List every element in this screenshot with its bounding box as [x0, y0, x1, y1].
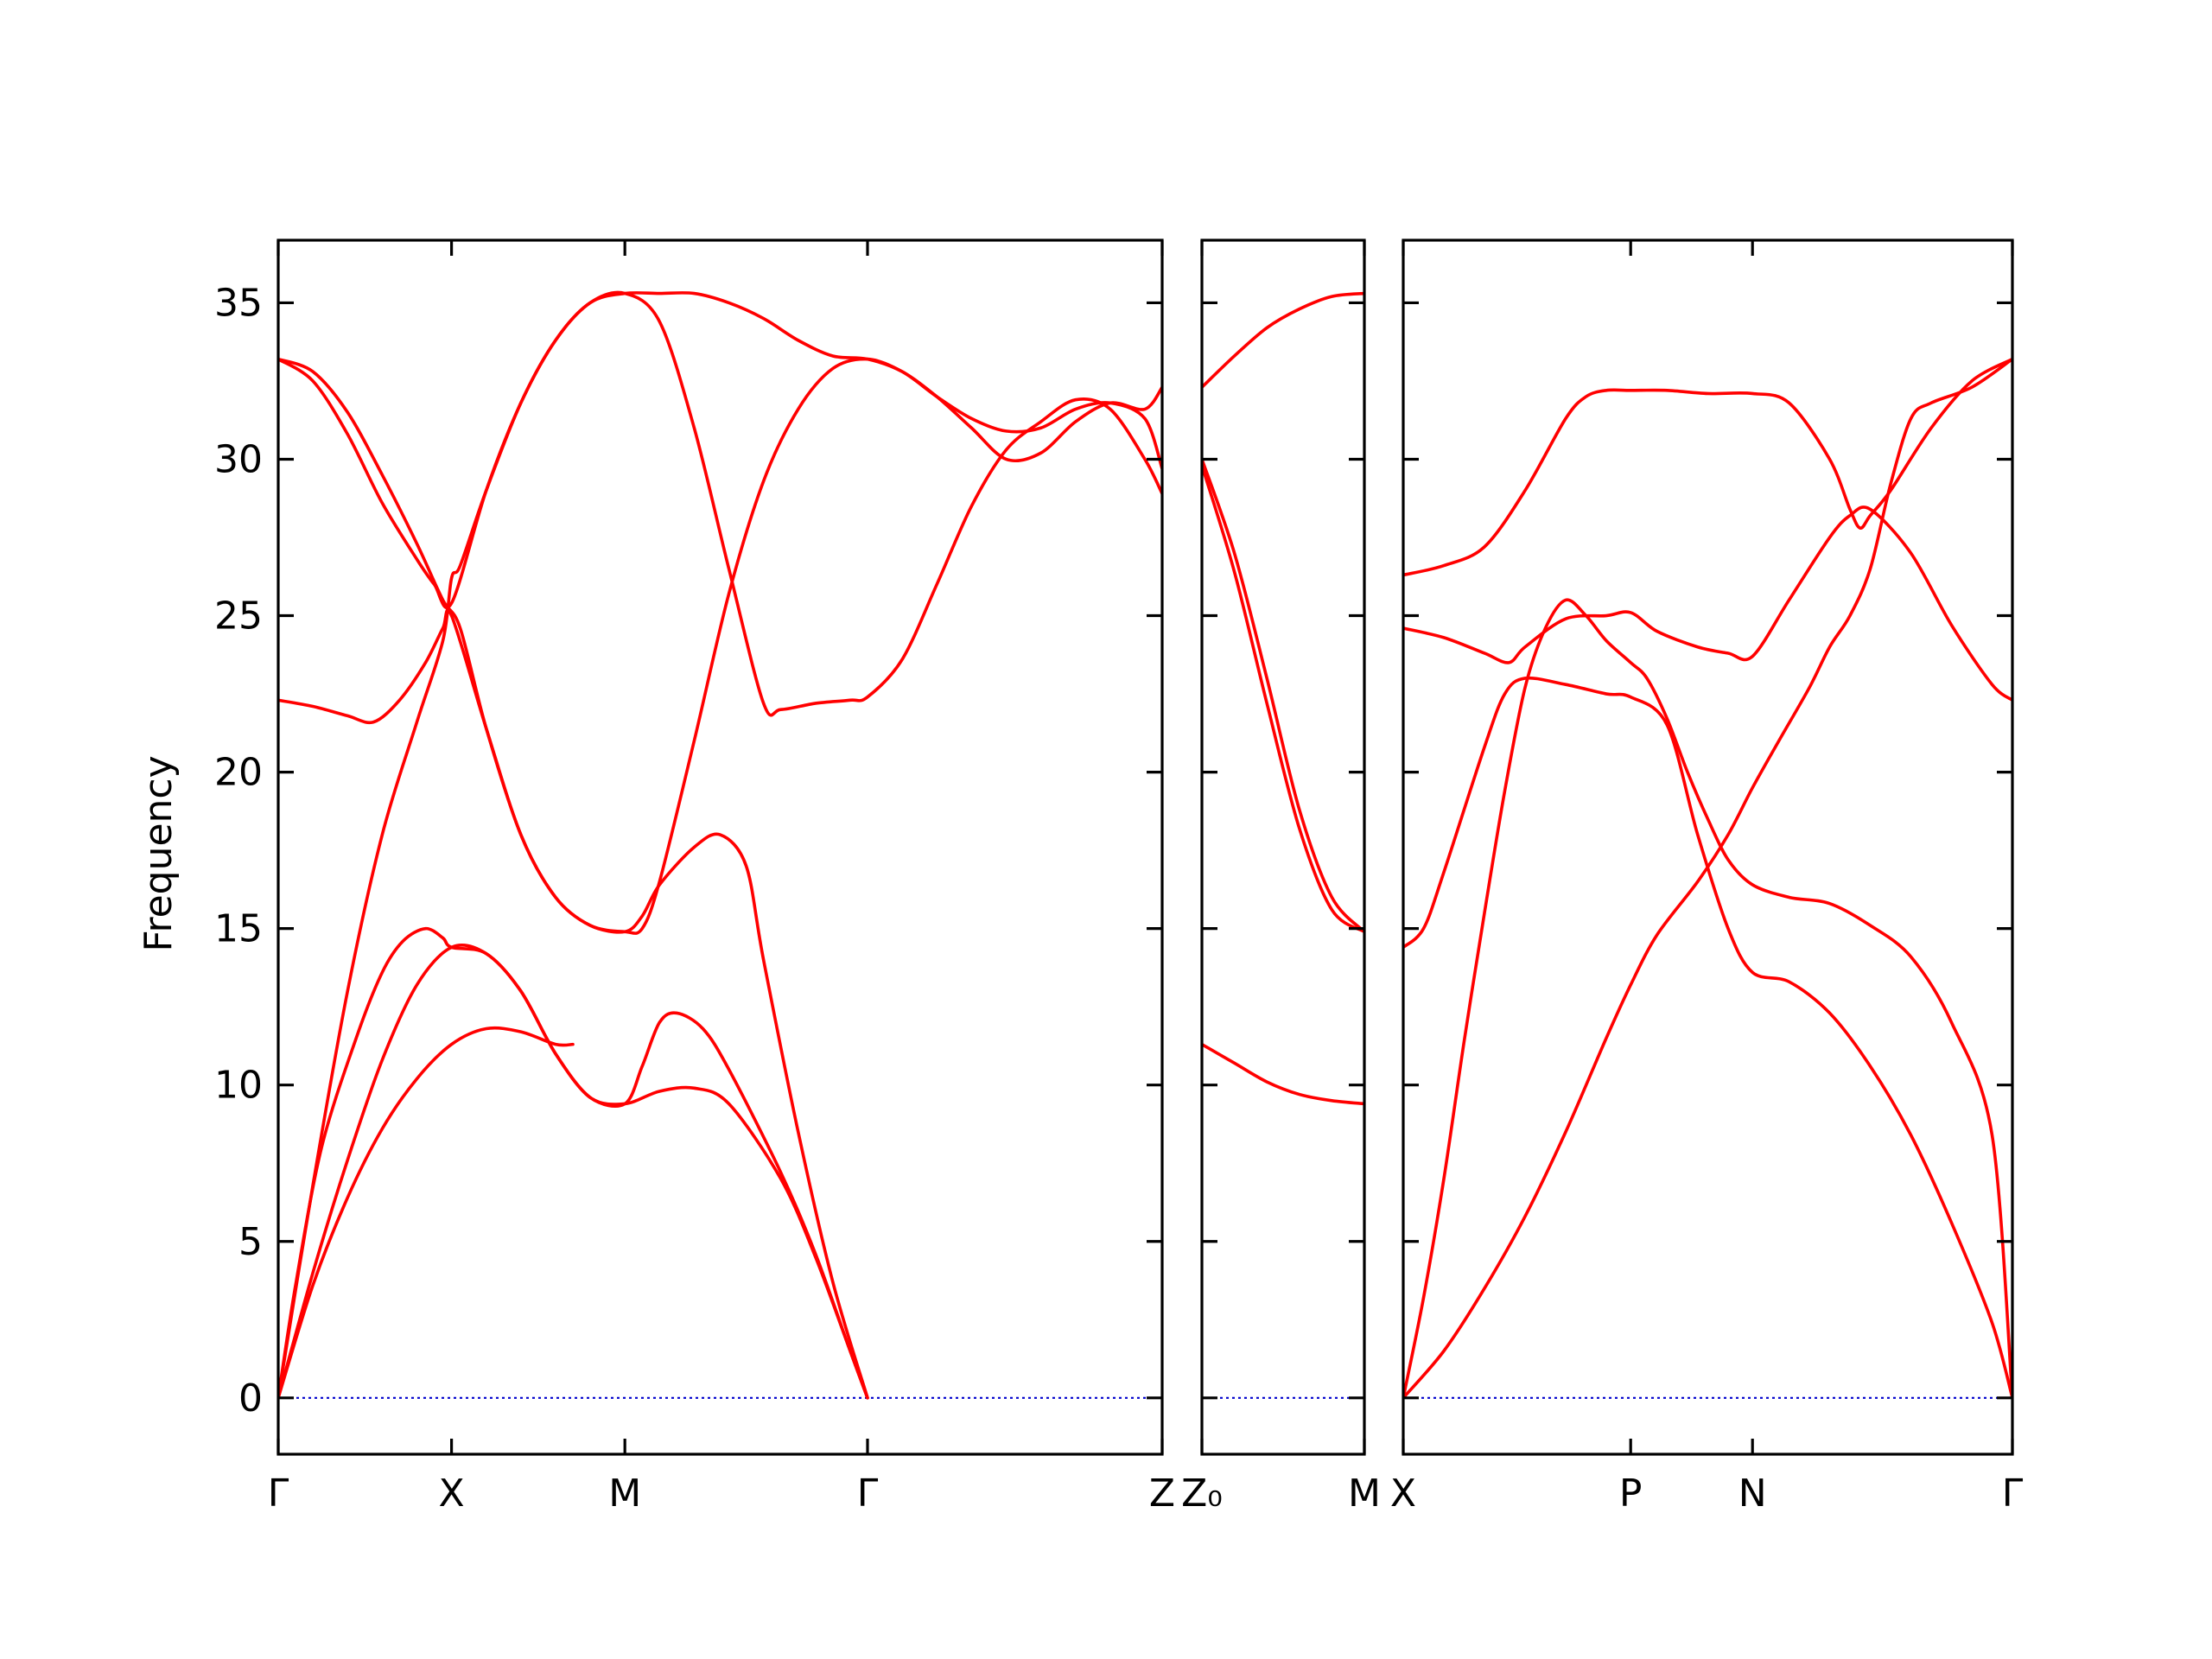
x-tick-label: X [1390, 1471, 1416, 1516]
band-line-3 [1202, 457, 1364, 934]
band-line-2 [1202, 463, 1364, 934]
band-line-4 [1403, 357, 2012, 1400]
band-line-1 [278, 926, 869, 1400]
y-tick-label: 10 [214, 1064, 263, 1108]
y-tick-label: 0 [238, 1376, 263, 1421]
y-tick-label: 20 [214, 751, 263, 795]
x-tick-label: M [608, 1471, 641, 1516]
band-group [1403, 357, 2012, 1400]
x-tick-label: P [1619, 1471, 1643, 1516]
band-line-3 [1403, 357, 2012, 577]
y-tick-label: 30 [214, 437, 263, 481]
x-tick-label: N [1738, 1471, 1767, 1516]
band-line-4 [278, 607, 869, 1400]
x-tick-label: Z [1149, 1471, 1175, 1516]
band-line-6 [278, 290, 1162, 609]
y-tick-label: 15 [214, 907, 263, 951]
band-line-7 [278, 1026, 575, 1400]
band-line-4 [1202, 291, 1364, 389]
panel-frame [1200, 238, 1366, 1456]
y-axis-label: Frequency [137, 755, 181, 951]
y-tick-label: 25 [214, 594, 263, 639]
x-tick-label: Γ [268, 1471, 289, 1516]
x-tick-label: Γ [2002, 1471, 2024, 1516]
x-tick-label: M [1348, 1471, 1381, 1516]
band-group [1202, 291, 1364, 1106]
y-tick-label: 5 [238, 1220, 263, 1264]
band-group [278, 290, 1162, 1400]
band-line-5 [278, 357, 1162, 935]
x-tick-label: Γ [857, 1471, 879, 1516]
panel-frame [276, 238, 1164, 1456]
y-tick-label: 35 [214, 281, 263, 325]
band-line-2 [1403, 505, 2012, 702]
panel-2: Z₀ M [1181, 238, 1381, 1516]
band-line-1 [1403, 676, 2012, 1400]
band-line-1 [1202, 1042, 1364, 1106]
band-line-2 [278, 944, 869, 1400]
band-line-3 [278, 290, 1162, 1400]
panel-frame [1402, 238, 2014, 1456]
band-line-5 [1403, 598, 2012, 1400]
x-tick-label: Z₀ [1181, 1471, 1223, 1516]
x-tick-label: X [439, 1471, 465, 1516]
